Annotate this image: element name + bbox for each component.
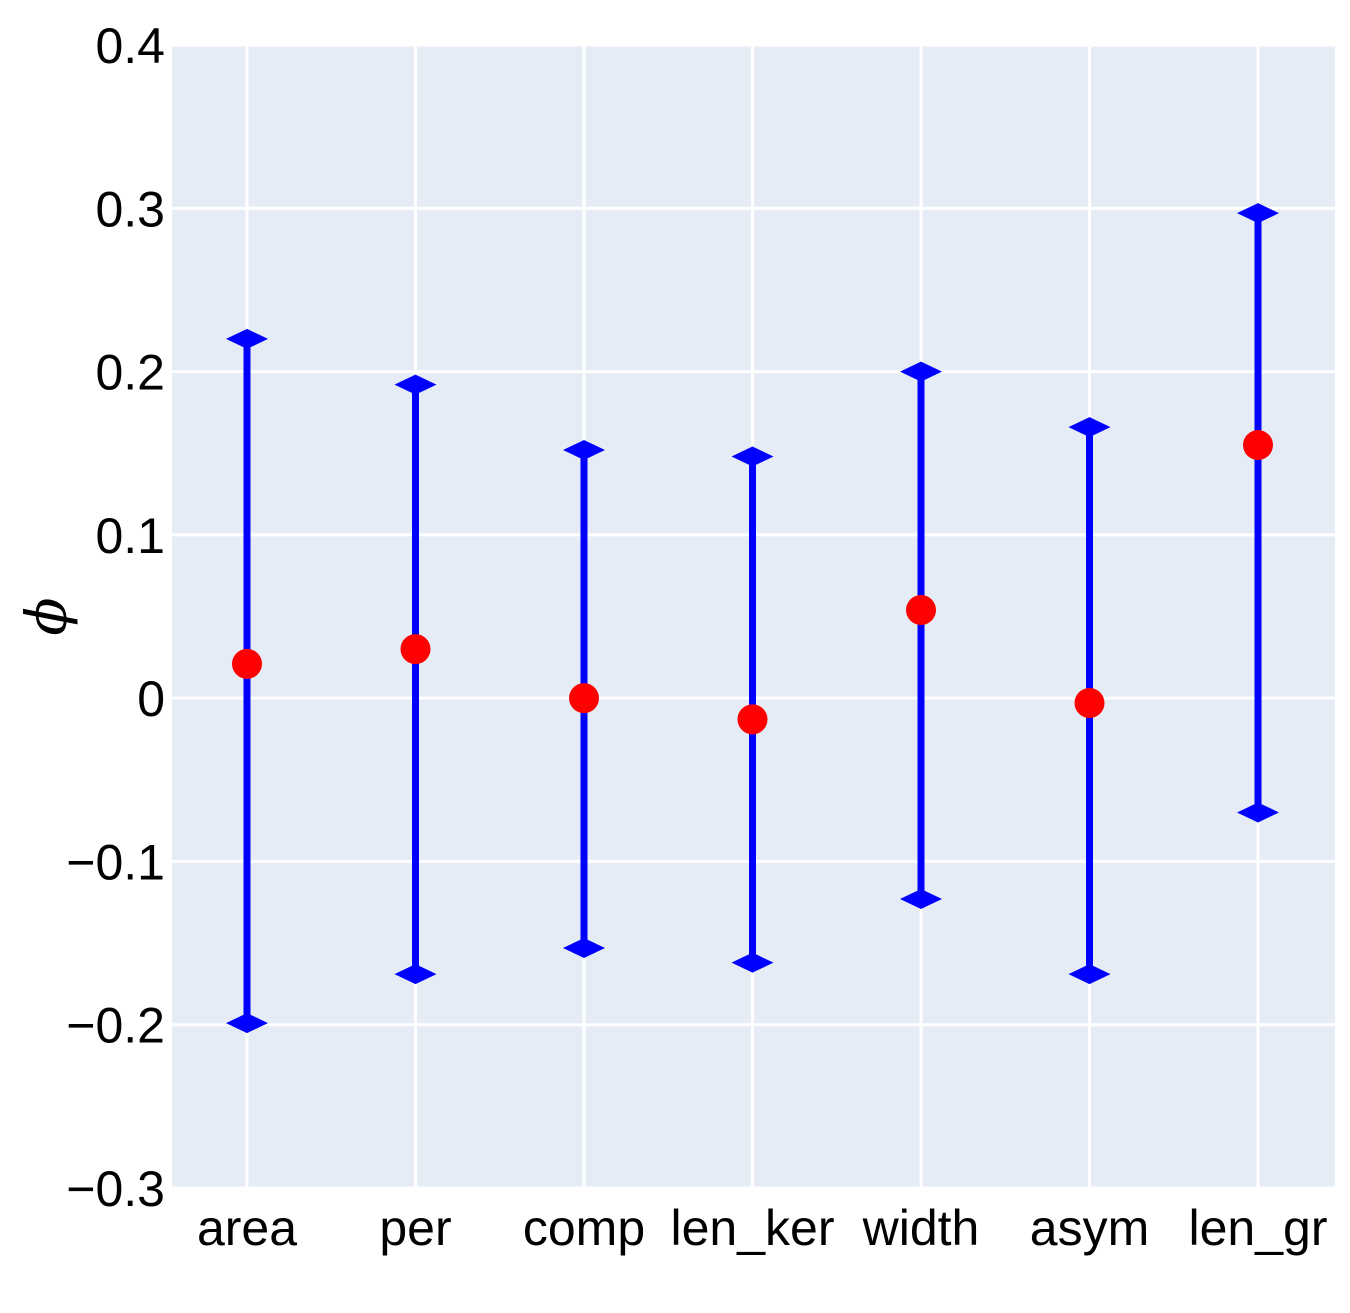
error-cap-lower-asym — [1068, 964, 1111, 985]
y-tick-label: 0 — [137, 671, 165, 727]
error-cap-upper-comp — [563, 439, 605, 460]
error-cap-lower-len_gr — [1237, 802, 1279, 823]
error-cap-lower-width — [900, 888, 942, 909]
y-tick-label: 0.1 — [95, 508, 165, 564]
error-cap-lower-per — [394, 964, 437, 985]
data-point-len_ker — [737, 704, 768, 735]
y-tick-label: −0.3 — [66, 1161, 165, 1217]
x-tick-label: width — [862, 1200, 980, 1256]
error-cap-upper-len_ker — [731, 446, 774, 467]
error-cap-upper-asym — [1068, 417, 1111, 438]
data-point-area — [232, 648, 262, 679]
data-point-len_gr — [1243, 430, 1273, 461]
y-tick-labels: 0.4 0.3 0.2 0.1 0 −0.1 −0.2 −0.3 — [66, 18, 165, 1217]
error-cap-lower-len_ker — [731, 952, 774, 973]
data-point-width — [906, 594, 936, 625]
y-tick-label: 0.4 — [95, 18, 165, 74]
data-point-asym — [1074, 688, 1105, 719]
data-points — [232, 430, 1273, 735]
x-tick-label: len_ker — [671, 1200, 835, 1256]
y-tick-label: 0.2 — [95, 345, 165, 401]
y-tick-label: 0.3 — [95, 181, 165, 237]
y-axis-label: ϕ — [15, 597, 80, 635]
error-cap-upper-width — [900, 361, 942, 382]
x-tick-label: area — [197, 1200, 297, 1256]
error-cap-lower-comp — [563, 937, 605, 958]
x-tick-label: per — [379, 1200, 451, 1256]
x-tick-label: comp — [523, 1200, 645, 1256]
x-tick-label: asym — [1030, 1200, 1149, 1256]
error-cap-lower-area — [226, 1013, 268, 1034]
y-tick-label: −0.2 — [66, 998, 165, 1054]
error-cap-upper-area — [226, 328, 268, 349]
error-cap-upper-per — [394, 374, 437, 395]
error-cap-upper-len_gr — [1237, 203, 1279, 224]
x-tick-labels: area per comp len_ker width asym len_gr — [197, 1200, 1328, 1256]
x-tick-label: len_gr — [1189, 1200, 1328, 1256]
data-point-comp — [569, 683, 599, 714]
y-tick-label: −0.1 — [66, 834, 165, 890]
data-point-per — [400, 634, 431, 665]
error-bars — [226, 203, 1279, 1034]
